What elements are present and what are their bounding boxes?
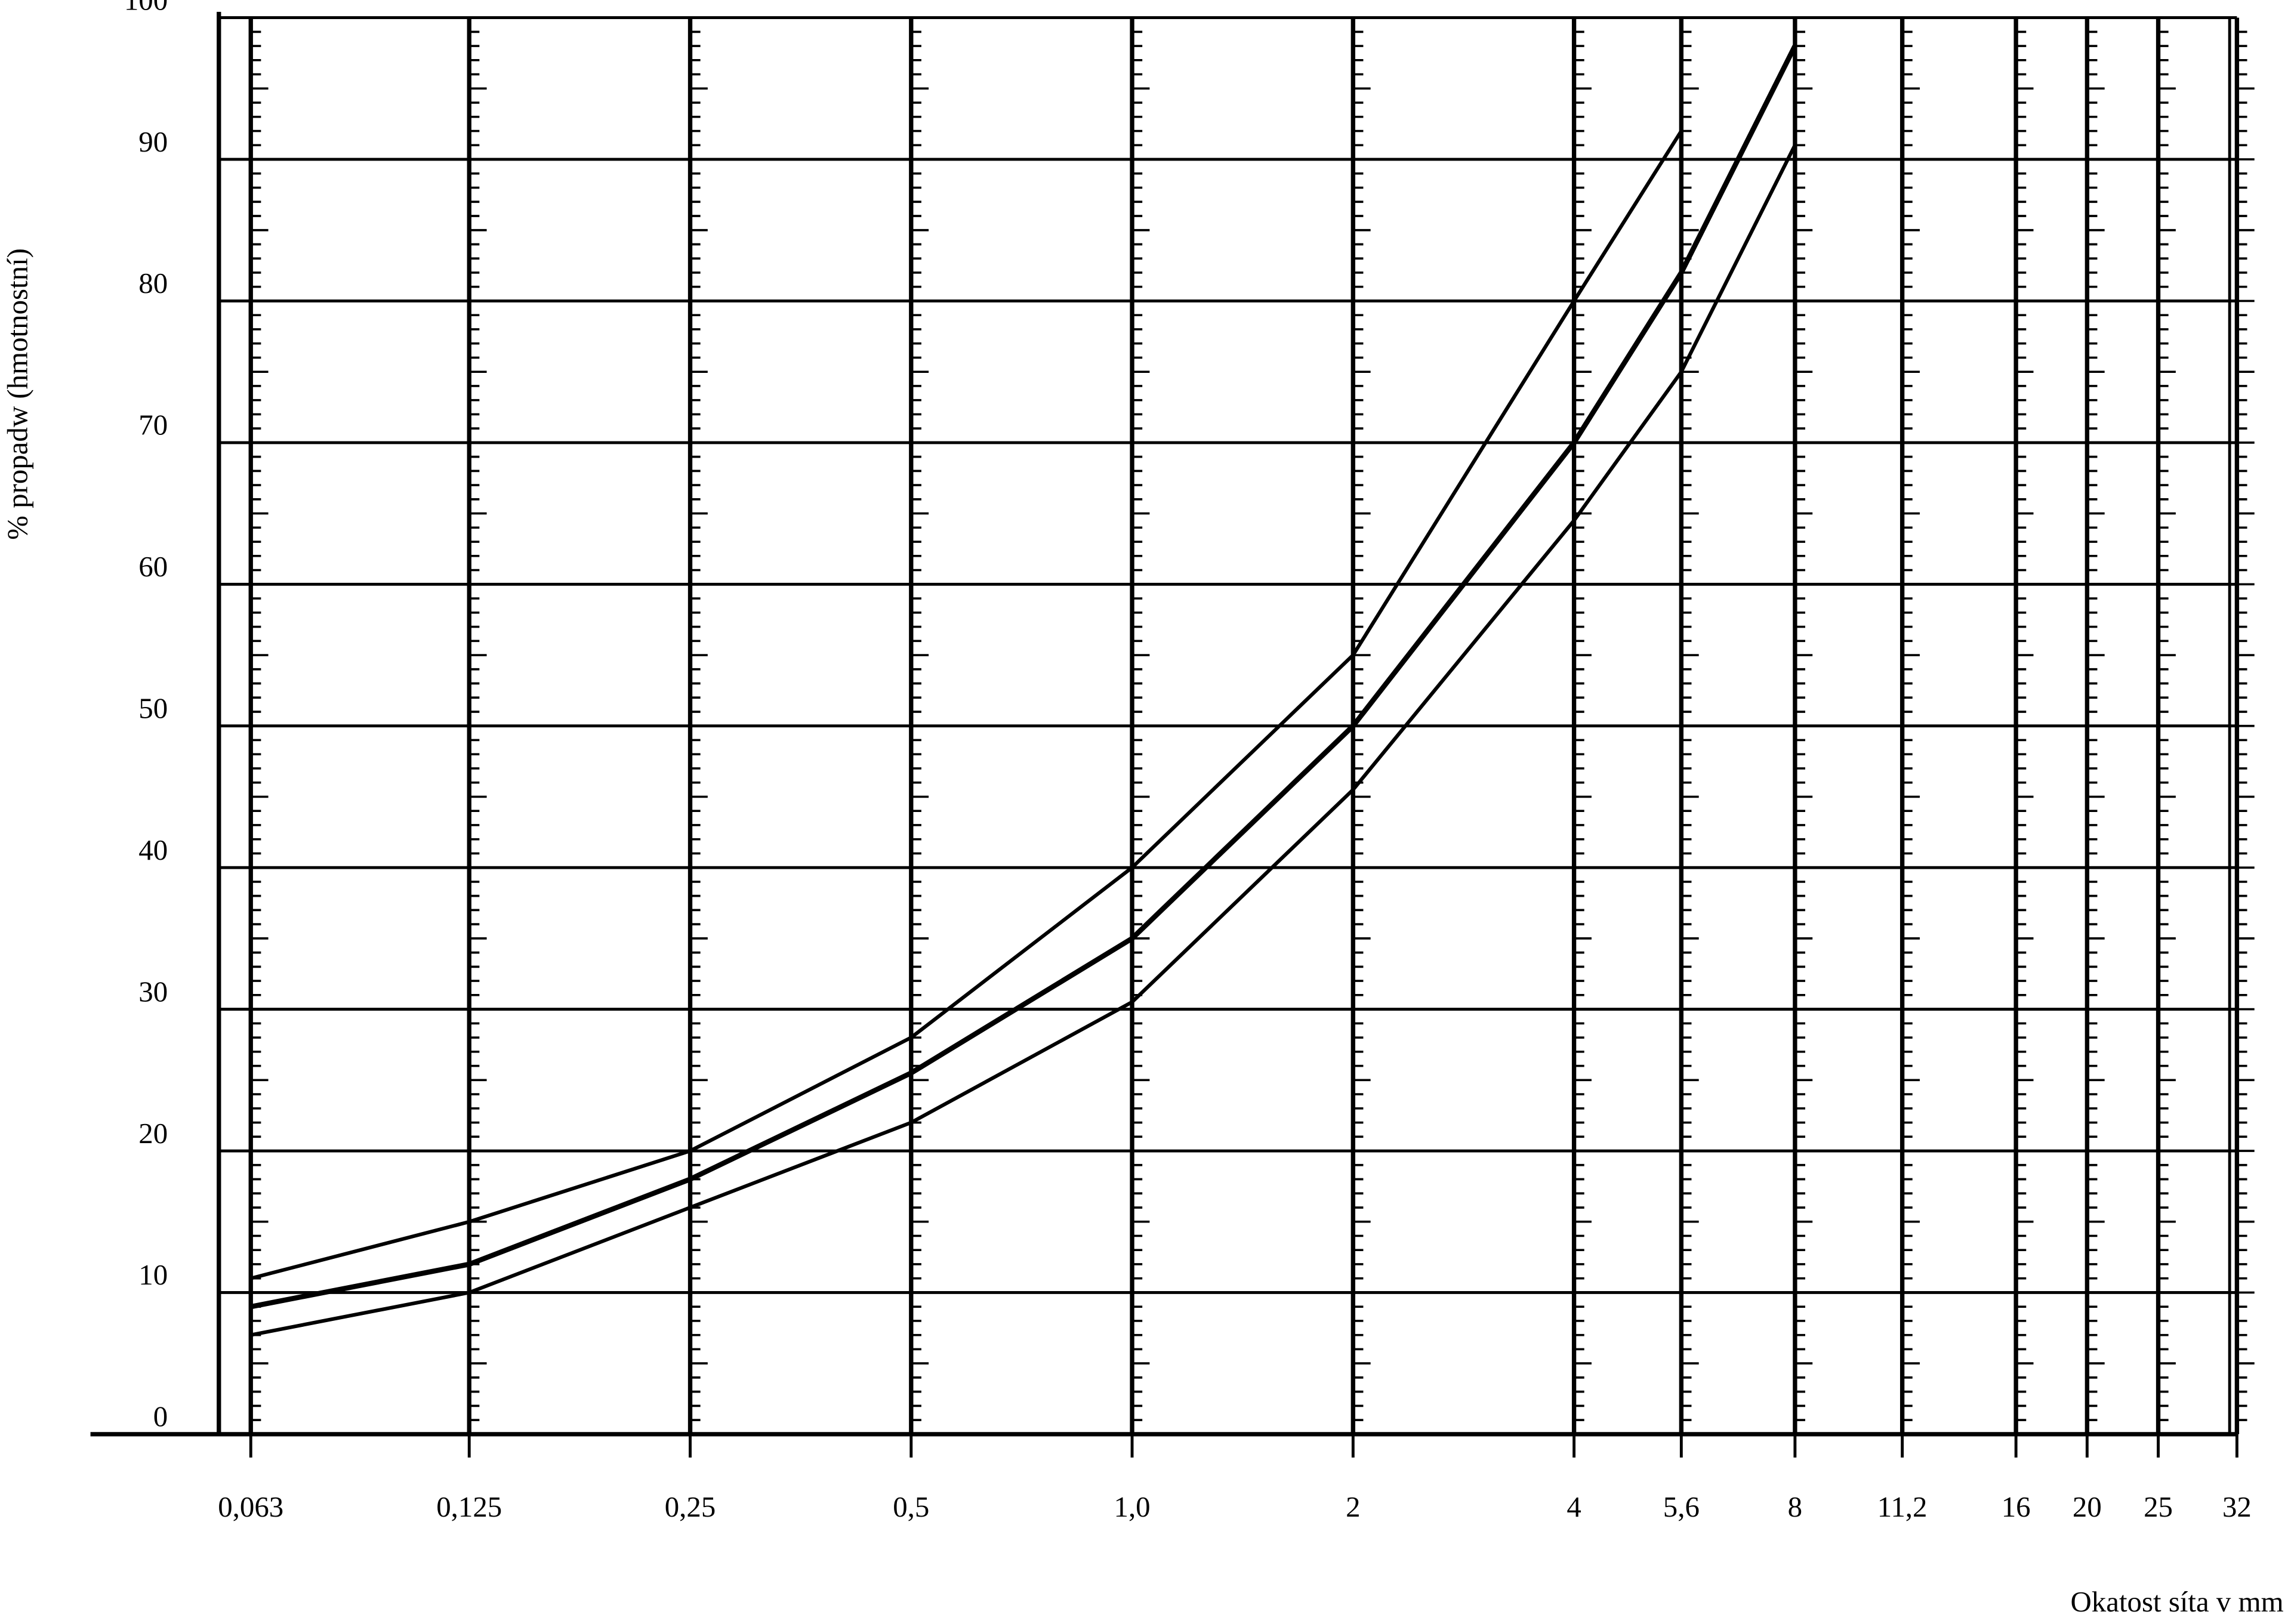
y-tick-label: 50	[138, 692, 168, 725]
y-tick-label: 70	[138, 409, 168, 441]
x-axis-title: Okatost síta v mm	[2071, 1585, 2284, 1618]
x-tick-label: 0,125	[436, 1490, 502, 1523]
x-tick-label: 0,25	[665, 1490, 716, 1523]
y-tick-label: 90	[138, 125, 168, 158]
curve	[250, 45, 1797, 1310]
x-tick-label: 20	[2073, 1490, 2102, 1523]
x-tick-label: 5,6	[1663, 1490, 1700, 1523]
curve	[250, 144, 1797, 1337]
x-tick-label: 8	[1788, 1490, 1802, 1523]
y-tick-label: 80	[138, 267, 168, 300]
x-tick-label: 11,2	[1877, 1490, 1928, 1523]
y-tick-label: 60	[138, 550, 168, 583]
x-tick-label: 4	[1567, 1490, 1581, 1523]
y-tick-label: 20	[138, 1117, 168, 1150]
y-tick-label: 30	[138, 975, 168, 1008]
x-tick-label: 16	[2002, 1490, 2031, 1523]
x-tick-label: 0,063	[218, 1490, 283, 1523]
y-tick-label: 40	[138, 833, 168, 866]
x-tick-label: 1,0	[1114, 1490, 1151, 1523]
y-axis-title: % propadw (hmotnostní)	[1, 248, 33, 540]
curve	[250, 129, 1683, 1280]
y-tick-label: 0	[153, 1400, 168, 1433]
y-tick-label: 100	[124, 0, 168, 16]
x-tick-label: 0,5	[893, 1490, 929, 1523]
x-tick-label: 2	[1346, 1490, 1360, 1523]
x-tick-label: 32	[2222, 1490, 2252, 1523]
x-tick-label: 25	[2144, 1490, 2173, 1523]
y-tick-label: 10	[138, 1258, 168, 1291]
